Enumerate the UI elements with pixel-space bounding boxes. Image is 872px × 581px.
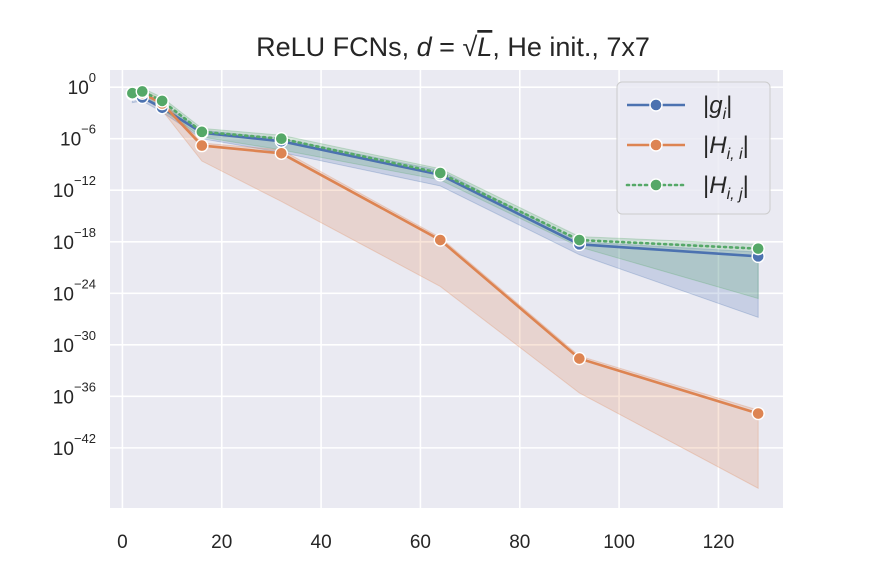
point-H_ij [195, 125, 209, 139]
legend-marker-g [649, 98, 663, 112]
x-tick-label: 60 [410, 532, 431, 553]
point-H_ii [433, 233, 447, 247]
x-tick-label: 120 [703, 532, 735, 553]
x-tick-labels: 0 20 40 60 80 100 120 [117, 532, 734, 553]
legend-marker-H_ij [649, 178, 663, 192]
y-tick-label: 10−18 [53, 225, 96, 254]
x-tick-label: 0 [117, 532, 128, 553]
y-tick-label: 10−42 [53, 431, 96, 460]
x-tick-label: 20 [211, 532, 232, 553]
y-tick-label: 10−6 [60, 122, 96, 151]
point-H_ii [751, 406, 765, 421]
legend-label-H_ij: |Hi, j| [703, 172, 749, 203]
chart-title: ReLU FCNs, d = √L, He init., 7x7 [256, 32, 650, 62]
point-H_ij [572, 233, 587, 247]
point-H_ii [572, 351, 587, 366]
point-H_ij [433, 166, 447, 180]
legend-label-H_ii: |Hi, i| [703, 132, 749, 163]
y-tick-labels: 100 10−6 10−12 10−18 10−24 10−30 10−36 10−42 [53, 70, 96, 460]
y-tick-label: 10−12 [53, 173, 96, 202]
point-H_ii [274, 146, 289, 161]
point-H_ij [155, 94, 169, 108]
x-tick-label: 80 [509, 532, 530, 553]
y-tick-label: 100 [68, 70, 96, 99]
point-H_ij [274, 132, 289, 146]
x-tick-label: 100 [603, 532, 635, 553]
point-H_ij [135, 84, 149, 99]
legend: |gi| |Hi, i| |Hi, j| [616, 81, 771, 215]
y-tick-label: 10−30 [53, 328, 96, 357]
point-H_ii [195, 138, 209, 153]
x-tick-label: 40 [311, 532, 332, 553]
band-H_ii [131, 89, 759, 490]
point-H_ij [751, 241, 765, 256]
series-markers [125, 84, 765, 421]
legend-label-g: |gi| [703, 92, 732, 123]
legend-marker-H_ii [649, 138, 663, 152]
y-tick-label: 10−24 [53, 276, 96, 305]
y-tick-label: 10−36 [53, 379, 96, 408]
